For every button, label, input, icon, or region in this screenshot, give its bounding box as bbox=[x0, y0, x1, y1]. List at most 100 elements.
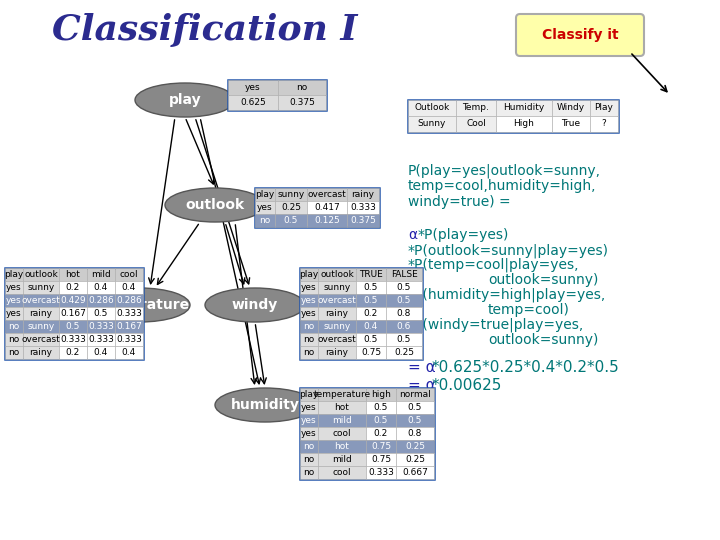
FancyBboxPatch shape bbox=[278, 80, 326, 95]
Text: yes: yes bbox=[301, 416, 317, 425]
Text: mild: mild bbox=[91, 270, 111, 279]
Text: 0.25: 0.25 bbox=[405, 442, 425, 451]
Text: yes: yes bbox=[301, 403, 317, 412]
FancyBboxPatch shape bbox=[23, 346, 59, 359]
Text: outlook=sunny): outlook=sunny) bbox=[488, 333, 598, 347]
Text: 0.4: 0.4 bbox=[94, 348, 108, 357]
Text: 0.333: 0.333 bbox=[116, 335, 142, 344]
FancyBboxPatch shape bbox=[59, 307, 87, 320]
FancyBboxPatch shape bbox=[318, 401, 366, 414]
FancyBboxPatch shape bbox=[318, 453, 366, 466]
FancyBboxPatch shape bbox=[590, 100, 618, 116]
Text: 0.5: 0.5 bbox=[397, 283, 411, 292]
Text: 0.6: 0.6 bbox=[397, 322, 411, 331]
FancyBboxPatch shape bbox=[87, 333, 115, 346]
FancyBboxPatch shape bbox=[318, 307, 356, 320]
FancyBboxPatch shape bbox=[318, 346, 356, 359]
FancyBboxPatch shape bbox=[115, 268, 143, 281]
FancyBboxPatch shape bbox=[386, 346, 422, 359]
Text: yes: yes bbox=[257, 203, 273, 212]
Text: 0.4: 0.4 bbox=[122, 283, 136, 292]
Text: no: no bbox=[9, 322, 19, 331]
Text: TRUE: TRUE bbox=[359, 270, 383, 279]
Text: 0.333: 0.333 bbox=[88, 335, 114, 344]
Text: 0.4: 0.4 bbox=[364, 322, 378, 331]
FancyBboxPatch shape bbox=[5, 268, 23, 281]
Text: 0.25: 0.25 bbox=[405, 455, 425, 464]
FancyBboxPatch shape bbox=[386, 333, 422, 346]
FancyBboxPatch shape bbox=[396, 427, 434, 440]
FancyBboxPatch shape bbox=[347, 214, 379, 227]
FancyBboxPatch shape bbox=[300, 281, 318, 294]
FancyBboxPatch shape bbox=[255, 188, 379, 227]
FancyBboxPatch shape bbox=[408, 100, 456, 116]
FancyBboxPatch shape bbox=[366, 427, 396, 440]
Text: Humidity: Humidity bbox=[503, 104, 544, 112]
FancyBboxPatch shape bbox=[300, 401, 318, 414]
Text: 0.333: 0.333 bbox=[116, 309, 142, 318]
FancyBboxPatch shape bbox=[552, 116, 590, 132]
Text: 0.2: 0.2 bbox=[66, 283, 80, 292]
FancyBboxPatch shape bbox=[300, 346, 318, 359]
Text: *P(windy=true|play=yes,: *P(windy=true|play=yes, bbox=[408, 318, 584, 333]
FancyBboxPatch shape bbox=[275, 188, 307, 201]
FancyBboxPatch shape bbox=[5, 294, 23, 307]
Text: sunny: sunny bbox=[27, 283, 55, 292]
FancyBboxPatch shape bbox=[386, 281, 422, 294]
Text: humidity: humidity bbox=[230, 398, 300, 412]
Text: 0.167: 0.167 bbox=[116, 322, 142, 331]
Text: High: High bbox=[513, 119, 534, 129]
FancyBboxPatch shape bbox=[318, 333, 356, 346]
FancyBboxPatch shape bbox=[87, 281, 115, 294]
Text: yes: yes bbox=[301, 296, 317, 305]
Text: 0.4: 0.4 bbox=[122, 348, 136, 357]
Text: hot: hot bbox=[335, 442, 349, 451]
Text: 0.167: 0.167 bbox=[60, 309, 86, 318]
Text: sunny: sunny bbox=[323, 283, 351, 292]
FancyBboxPatch shape bbox=[228, 95, 278, 110]
FancyBboxPatch shape bbox=[5, 320, 23, 333]
FancyBboxPatch shape bbox=[396, 388, 434, 401]
FancyBboxPatch shape bbox=[5, 333, 23, 346]
FancyBboxPatch shape bbox=[228, 80, 278, 95]
Text: no: no bbox=[303, 335, 315, 344]
Text: = α: = α bbox=[408, 360, 436, 375]
FancyBboxPatch shape bbox=[275, 201, 307, 214]
FancyBboxPatch shape bbox=[386, 268, 422, 281]
Text: 0.75: 0.75 bbox=[371, 442, 391, 451]
Text: *P(play=yes): *P(play=yes) bbox=[418, 228, 509, 242]
Text: P(play=yes|outlook=sunny,: P(play=yes|outlook=sunny, bbox=[408, 163, 601, 178]
FancyBboxPatch shape bbox=[408, 116, 456, 132]
Text: 0.286: 0.286 bbox=[116, 296, 142, 305]
FancyBboxPatch shape bbox=[386, 294, 422, 307]
Text: *0.00625: *0.00625 bbox=[432, 378, 503, 393]
Text: Play: Play bbox=[595, 104, 613, 112]
FancyBboxPatch shape bbox=[356, 268, 386, 281]
Text: rainy: rainy bbox=[325, 348, 348, 357]
Text: no: no bbox=[303, 348, 315, 357]
FancyBboxPatch shape bbox=[5, 268, 143, 359]
Text: temp=cool): temp=cool) bbox=[488, 303, 570, 317]
FancyBboxPatch shape bbox=[318, 268, 356, 281]
FancyBboxPatch shape bbox=[115, 320, 143, 333]
Text: FALSE: FALSE bbox=[391, 270, 418, 279]
FancyBboxPatch shape bbox=[300, 320, 318, 333]
Text: yes: yes bbox=[301, 283, 317, 292]
Text: play: play bbox=[256, 190, 274, 199]
FancyBboxPatch shape bbox=[23, 333, 59, 346]
Text: 0.375: 0.375 bbox=[350, 216, 376, 225]
FancyBboxPatch shape bbox=[366, 414, 396, 427]
Text: cool: cool bbox=[333, 429, 351, 438]
Text: overcast: overcast bbox=[22, 335, 60, 344]
Text: 0.25: 0.25 bbox=[394, 348, 414, 357]
Text: ?: ? bbox=[602, 119, 606, 129]
Text: 0.125: 0.125 bbox=[314, 216, 340, 225]
FancyBboxPatch shape bbox=[300, 466, 318, 479]
Text: 0.5: 0.5 bbox=[397, 335, 411, 344]
FancyBboxPatch shape bbox=[386, 320, 422, 333]
Text: temperature: temperature bbox=[313, 390, 371, 399]
FancyBboxPatch shape bbox=[87, 268, 115, 281]
Text: yes: yes bbox=[6, 283, 22, 292]
Text: 0.5: 0.5 bbox=[66, 322, 80, 331]
Text: 0.2: 0.2 bbox=[374, 429, 388, 438]
